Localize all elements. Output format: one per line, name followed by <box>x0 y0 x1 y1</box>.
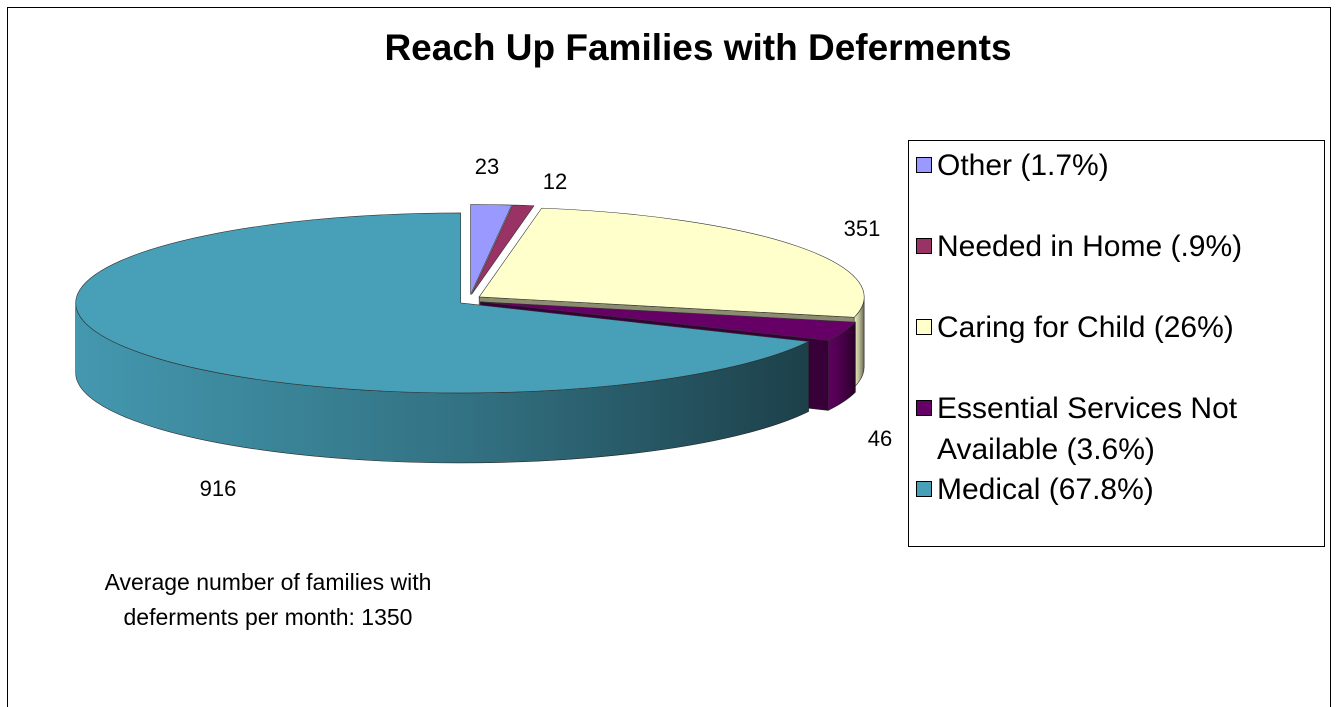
legend-entry: Medical (67.8%) <box>916 469 1287 550</box>
slice-top <box>478 207 865 318</box>
slice-side-shade <box>828 322 856 411</box>
legend-entry: Needed in Home (.9%) <box>916 226 1287 307</box>
slice-side-shade <box>75 302 809 463</box>
legend-entry: Caring for Child (26%) <box>916 307 1287 388</box>
pie-slice <box>471 204 535 295</box>
pie-slice <box>75 212 810 464</box>
legend-swatch <box>916 481 932 497</box>
data-label: 46 <box>868 426 892 451</box>
legend-swatch <box>916 157 932 173</box>
data-label: 23 <box>475 154 499 179</box>
slice-side-shade <box>854 296 865 388</box>
data-label: 351 <box>844 216 881 241</box>
chart-title: Reach Up Families with Deferments <box>384 27 1011 68</box>
slice-top <box>471 204 535 295</box>
slice-top <box>75 212 810 394</box>
chart-frame <box>7 7 1331 707</box>
data-label: 916 <box>200 476 237 501</box>
legend-label: Other (1.7%) <box>937 149 1109 182</box>
legend-label: Caring for Child (26%) <box>937 311 1234 344</box>
legend-label: Essential Services Not Available (3.6%) <box>937 392 1238 466</box>
legend-entry: Essential Services Not Available (3.6%) <box>916 388 1287 469</box>
legend-label: Needed in Home (.9%) <box>937 230 1243 263</box>
legend-swatch <box>916 400 932 416</box>
annotation: Average number of families with defermen… <box>104 569 432 630</box>
pie-slice <box>470 204 513 295</box>
legend-label: Medical (67.8%) <box>937 473 1154 506</box>
legend: Other (1.7%) Needed in Home (.9%) Caring f… <box>908 140 1325 547</box>
legend-swatch <box>916 319 932 335</box>
slice-top <box>470 204 513 295</box>
data-label: 12 <box>543 169 567 194</box>
legend-entry: Other (1.7%) <box>916 145 1287 226</box>
slice-top <box>480 301 857 341</box>
legend-swatch <box>916 238 932 254</box>
